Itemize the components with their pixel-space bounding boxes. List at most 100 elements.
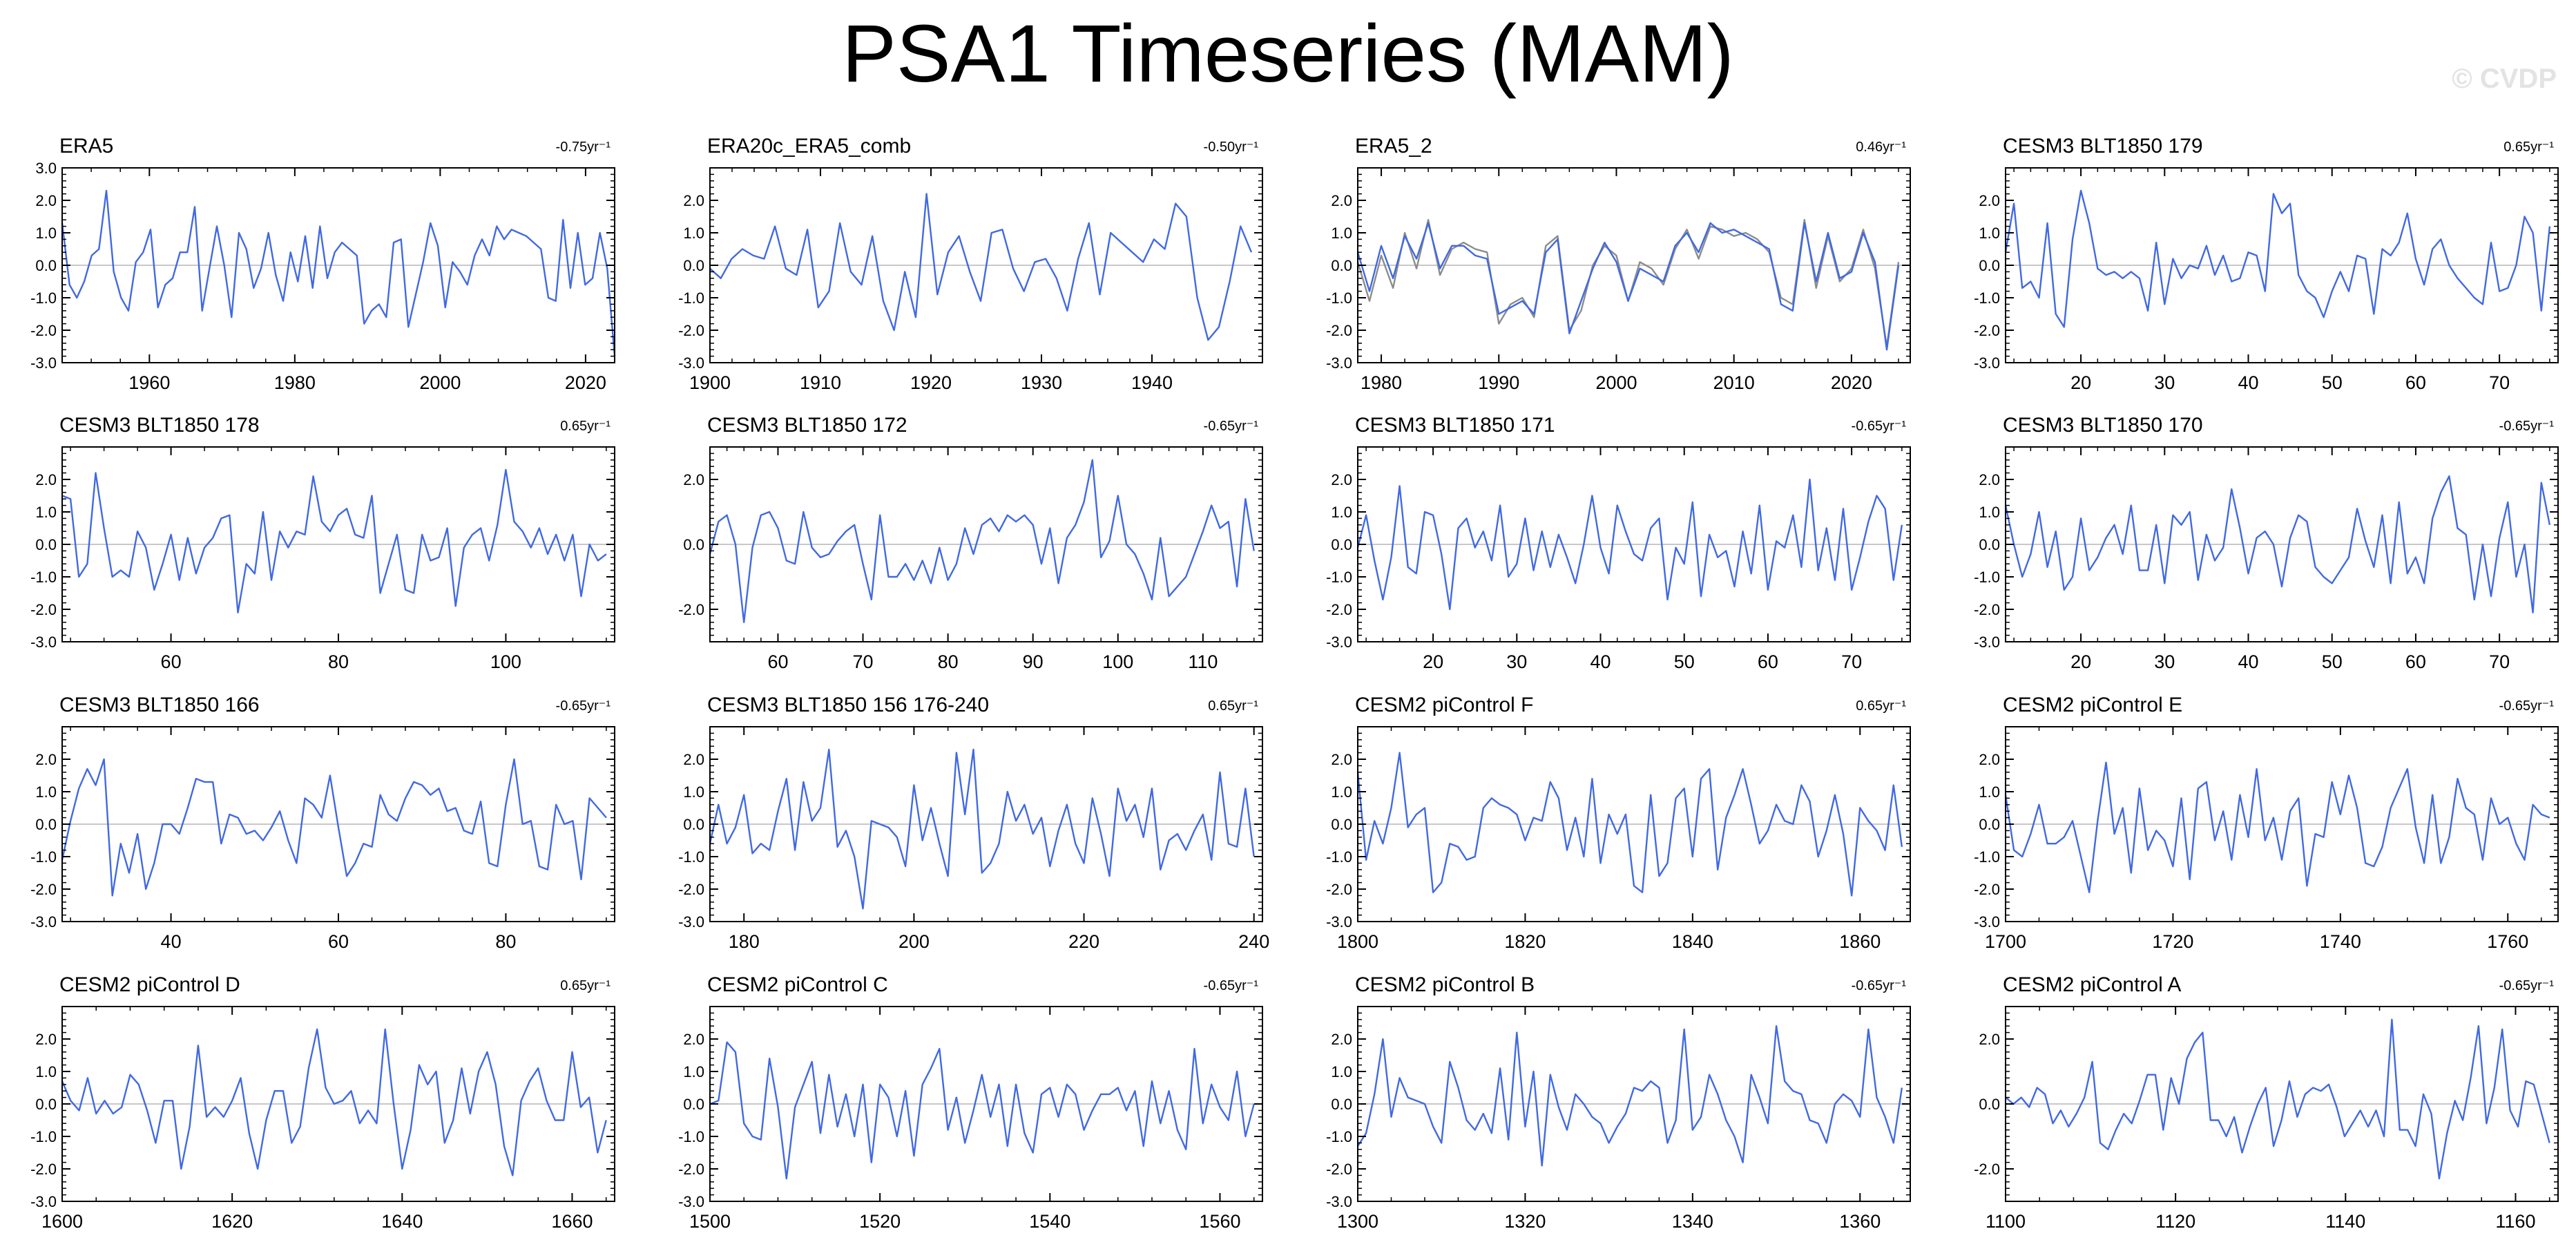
x-tick-label: 1910 [800, 372, 841, 393]
panel-trend: 0.65yr⁻¹ [1856, 698, 1906, 714]
series-line-0 [709, 459, 1255, 623]
panel-15: CESM2 piControl A -0.65yr⁻¹ -2.0 0.0 2.0 1100… [1974, 973, 2559, 1232]
y-tick-label: -1.0 [1974, 289, 2000, 307]
y-tick-label: -3.0 [678, 354, 704, 372]
panel-title: CESM2 piControl E [2003, 694, 2182, 716]
x-tick-label: 1980 [1361, 372, 1402, 393]
series-line-0 [2004, 189, 2551, 328]
x-tick-label: 1340 [1672, 1211, 1713, 1232]
x-tick-label: 1820 [1504, 931, 1546, 952]
series-line-0 [61, 1028, 607, 1176]
x-tick-label: 20 [2070, 372, 2091, 393]
panel-trend: -0.50yr⁻¹ [1204, 140, 1259, 155]
y-tick-label: -1.0 [30, 289, 57, 307]
panel-9: CESM3 BLT1850 156 176-240 0.65yr⁻¹ -3.0 -2.… [678, 694, 1269, 952]
panel-title: CESM2 piControl C [707, 973, 888, 996]
panel-trend: 0.65yr⁻¹ [1208, 698, 1258, 714]
y-tick-label: -2.0 [678, 1161, 704, 1178]
y-tick-label: 1.0 [1331, 783, 1352, 801]
x-tick-label: 1300 [1337, 1211, 1378, 1232]
panel-7: CESM3 BLT1850 170 -0.65yr⁻¹ -3.0 -2.0 -1.0 0.… [1974, 414, 2559, 672]
series-line-0 [1356, 752, 1903, 897]
panel-title: CESM3 BLT1850 178 [59, 414, 260, 437]
panel-trend: -0.65yr⁻¹ [1852, 419, 1907, 434]
panel-title: CESM3 BLT1850 172 [707, 414, 907, 437]
series-line-0 [709, 748, 1255, 910]
panel-trend: -0.65yr⁻¹ [556, 698, 611, 714]
y-tick-label: -1.0 [678, 289, 704, 307]
x-tick-label: 60 [1758, 651, 1778, 672]
y-tick-label: -3.0 [678, 1193, 704, 1210]
x-tick-label: 100 [1102, 651, 1133, 672]
y-tick-label: 2.0 [1331, 1031, 1352, 1048]
panel-title: CESM3 BLT1850 170 [2003, 414, 2203, 437]
y-tick-label: -2.0 [30, 601, 57, 618]
x-tick-label: 1520 [859, 1211, 901, 1232]
y-tick-label: 1.0 [683, 1063, 704, 1080]
x-tick-label: 1660 [551, 1211, 593, 1232]
x-tick-label: 1700 [1985, 931, 2026, 952]
panel-trend: 0.65yr⁻¹ [560, 419, 611, 434]
x-tick-label: 60 [2405, 372, 2426, 393]
x-tick-label: 1160 [2495, 1211, 2535, 1232]
y-tick-label: 2.0 [683, 751, 704, 768]
y-tick-label: -1.0 [678, 848, 704, 866]
y-tick-label: 1.0 [1331, 1063, 1352, 1080]
y-tick-label: -3.0 [30, 354, 57, 372]
x-tick-label: 1100 [1986, 1211, 2026, 1232]
panel-3: CESM3 BLT1850 179 0.65yr⁻¹ -3.0 -2.0 -1.0 0.0… [1974, 135, 2559, 393]
y-tick-label: -1.0 [1326, 848, 1352, 866]
y-tick-label: 1.0 [1979, 504, 2000, 521]
x-tick-label: 80 [938, 651, 959, 672]
y-tick-label: -2.0 [1974, 322, 2000, 339]
y-tick-label: -1.0 [678, 1128, 704, 1145]
y-tick-label: 0.0 [35, 816, 57, 833]
y-tick-label: 2.0 [1331, 471, 1352, 488]
panel-8: CESM3 BLT1850 166 -0.65yr⁻¹ -3.0 -2.0 -1.0 0.… [30, 694, 615, 952]
y-tick-label: 1.0 [683, 225, 704, 242]
y-tick-label: 2.0 [1979, 471, 2000, 488]
panel-trend: 0.65yr⁻¹ [560, 978, 611, 993]
y-tick-label: -2.0 [678, 322, 704, 339]
x-tick-label: 1540 [1029, 1211, 1070, 1232]
y-tick-label: 1.0 [35, 225, 57, 242]
y-tick-label: -3.0 [1974, 354, 2000, 372]
y-tick-label: -3.0 [1326, 913, 1352, 931]
x-tick-label: 1960 [128, 372, 170, 393]
panel-trend: 0.46yr⁻¹ [1856, 140, 1906, 155]
x-tick-label: 1900 [689, 372, 731, 393]
panel-11: CESM2 piControl E -0.65yr⁻¹ -3.0 -2.0 -1.0 0.… [1974, 694, 2559, 952]
panel-title: CESM3 BLT1850 156 176-240 [707, 694, 989, 716]
y-tick-label: -2.0 [1326, 322, 1352, 339]
series-line-0 [2005, 1018, 2550, 1180]
panel-12: CESM2 piControl D 0.65yr⁻¹ -3.0 -2.0 -1.0 0.0… [30, 973, 615, 1232]
x-tick-label: 40 [1590, 651, 1611, 672]
y-tick-label: -3.0 [1974, 633, 2000, 651]
panel-trend: 0.65yr⁻¹ [2503, 140, 2554, 155]
y-tick-label: -3.0 [1326, 354, 1352, 372]
panel-10: CESM2 piControl F 0.65yr⁻¹ -3.0 -2.0 -1.0 0.0… [1326, 694, 1911, 952]
y-tick-label: -1.0 [1974, 848, 2000, 866]
x-tick-label: 2000 [1595, 372, 1637, 393]
y-tick-label: 2.0 [683, 471, 704, 488]
y-tick-label: 0.0 [1331, 1096, 1352, 1113]
x-tick-label: 20 [2070, 651, 2091, 672]
y-tick-label: 0.0 [683, 1096, 704, 1113]
x-tick-label: 50 [2322, 651, 2343, 672]
panel-2: ERA5_2 0.46yr⁻¹ -3.0 -2.0 -1.0 0.0 1.0 2.0 1980 1… [1326, 135, 1911, 393]
y-tick-label: 0.0 [683, 816, 704, 833]
x-tick-label: 1860 [1839, 931, 1881, 952]
y-tick-label: 2.0 [1331, 192, 1352, 209]
x-tick-label: 40 [2238, 372, 2258, 393]
y-tick-label: 1.0 [1979, 783, 2000, 801]
x-tick-label: 1980 [274, 372, 316, 393]
y-tick-label: -1.0 [1974, 569, 2000, 586]
x-tick-label: 240 [1238, 931, 1269, 952]
panel-trend: -0.75yr⁻¹ [556, 140, 611, 155]
x-tick-label: 1640 [381, 1211, 423, 1232]
y-tick-label: 1.0 [1331, 225, 1352, 242]
panel-title: CESM3 BLT1850 166 [59, 694, 260, 716]
x-tick-label: 70 [2489, 651, 2510, 672]
y-tick-label: 3.0 [35, 160, 57, 177]
